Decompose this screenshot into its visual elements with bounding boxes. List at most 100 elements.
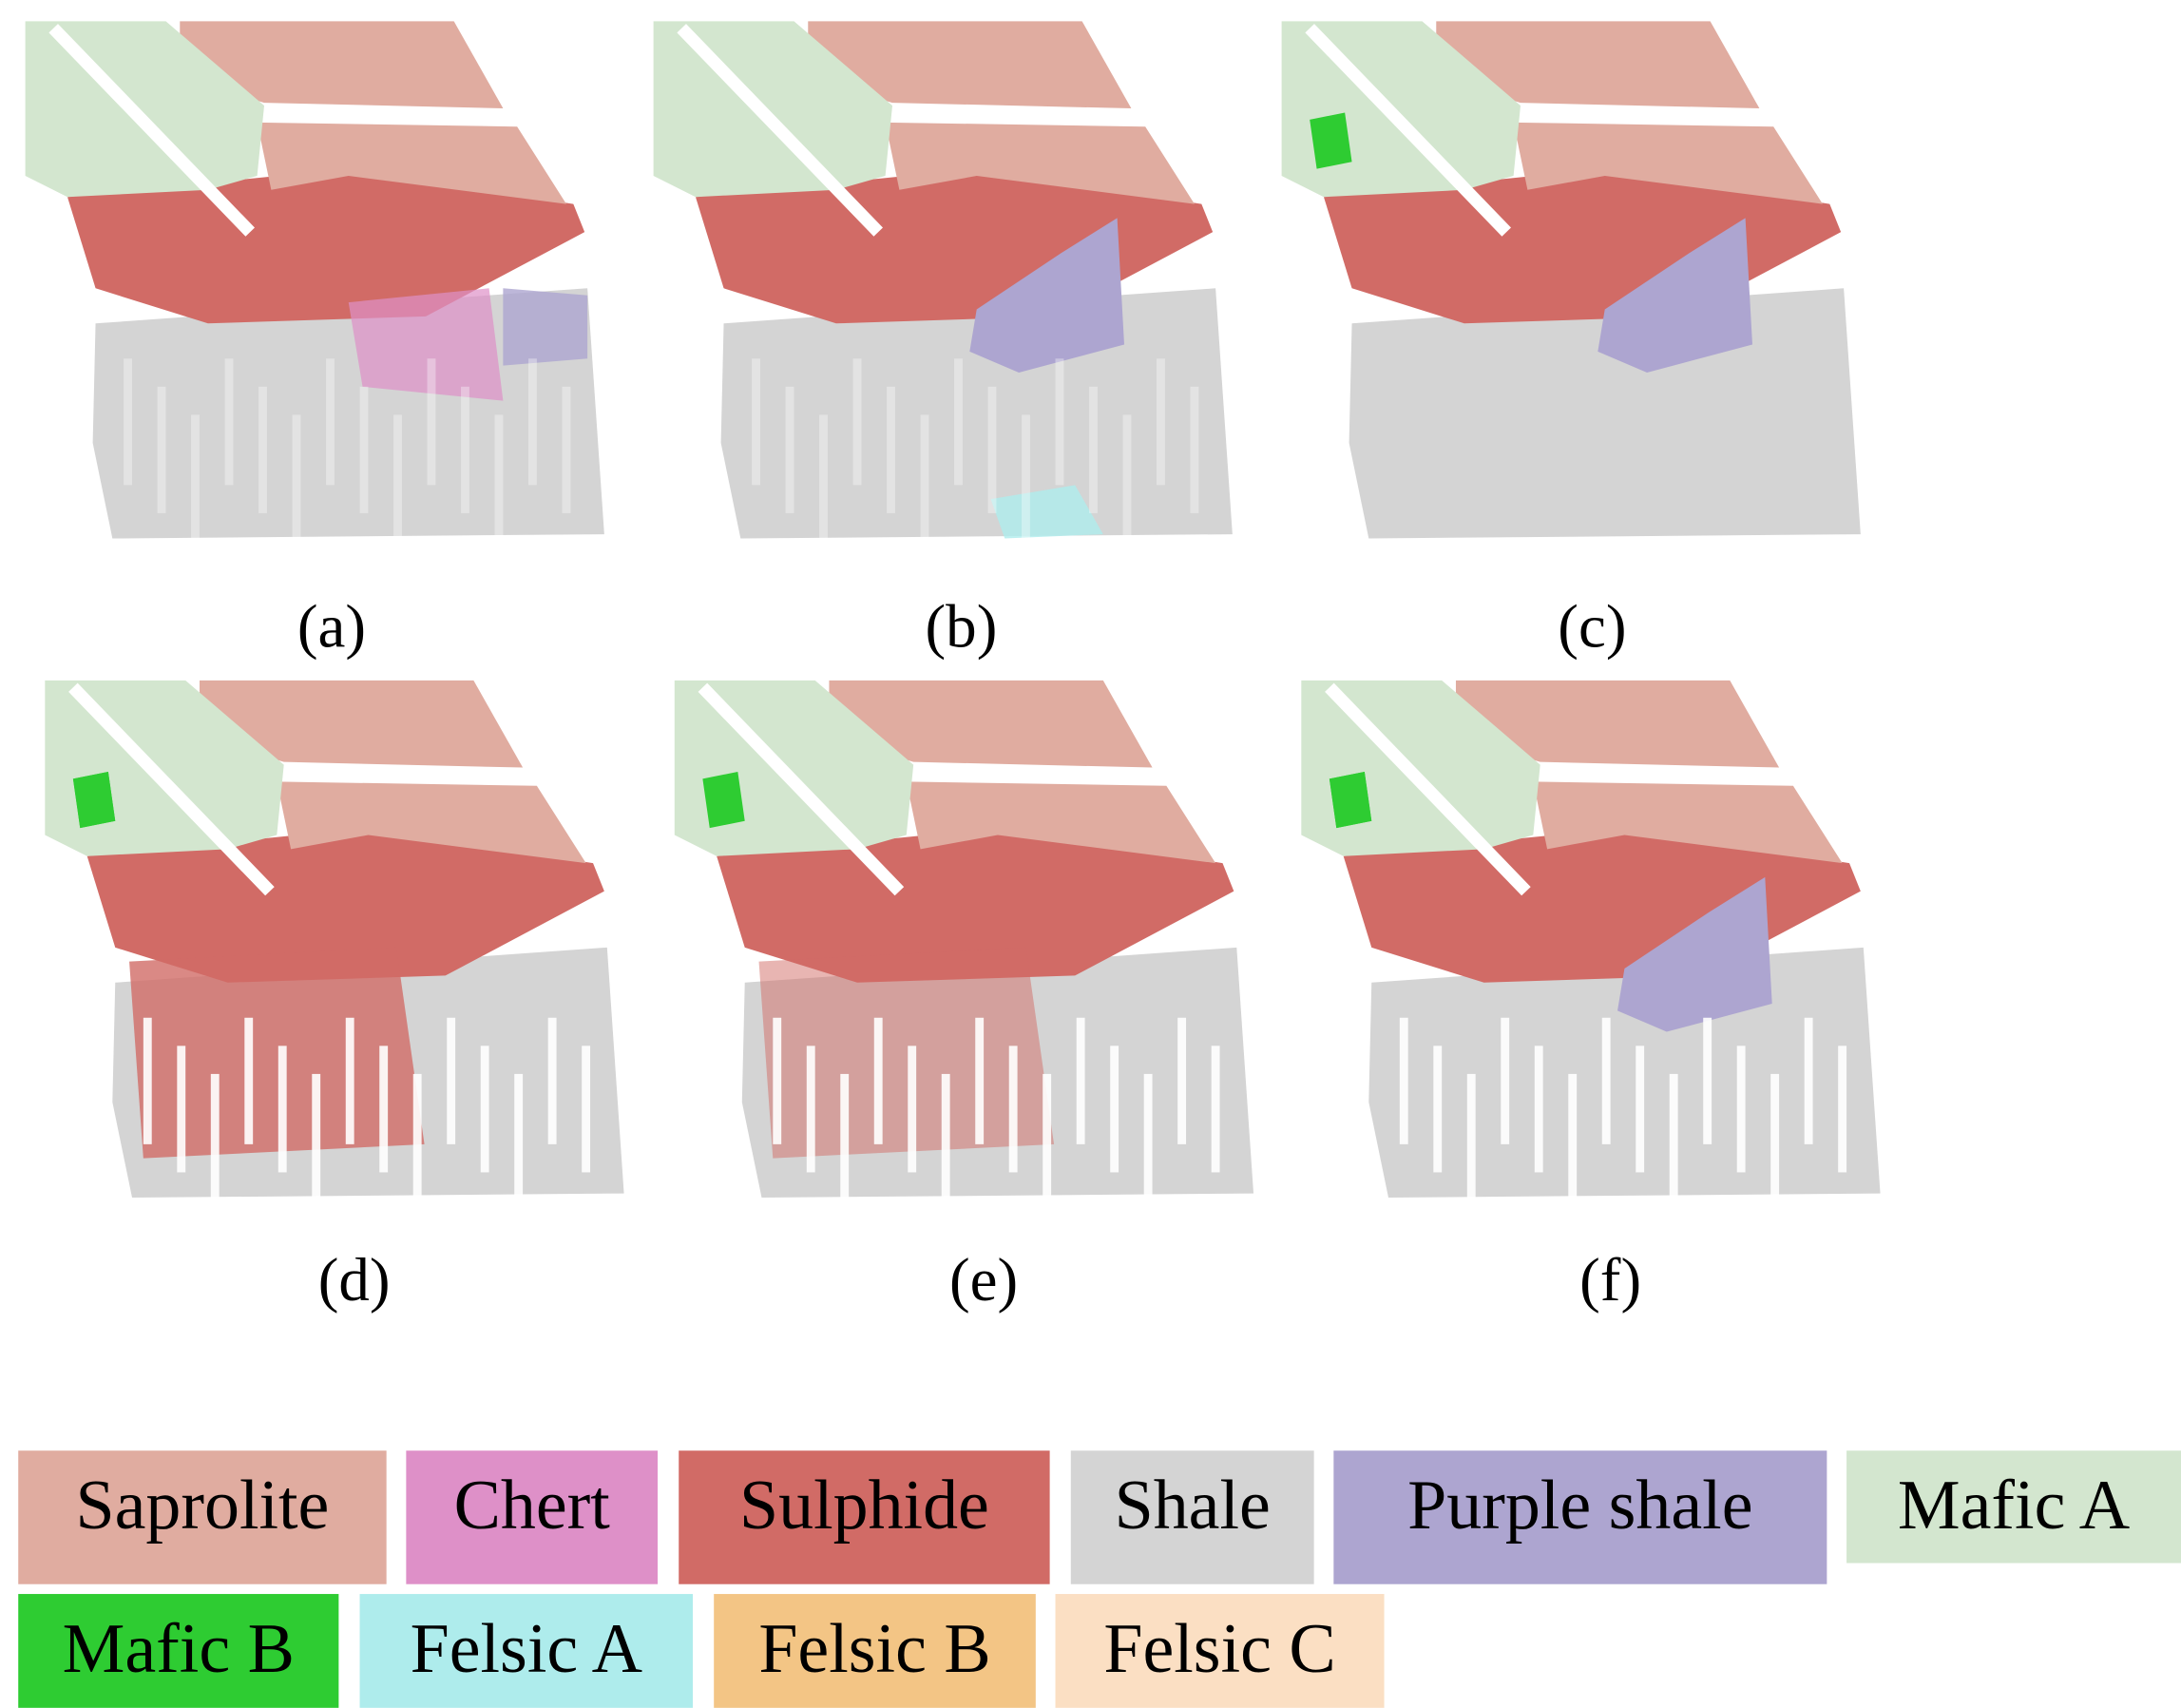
map-gap xyxy=(562,386,571,513)
map-gap xyxy=(1022,414,1030,542)
map-gap xyxy=(177,1046,186,1173)
legend-label: Mafic B xyxy=(63,1609,295,1687)
map-region xyxy=(1329,771,1372,829)
legend-label: Purple shale xyxy=(1407,1466,1752,1544)
map-gap xyxy=(143,1017,152,1144)
map-gap xyxy=(1008,1046,1018,1173)
map-gap xyxy=(427,358,436,486)
panel-label: (d) xyxy=(318,1246,391,1315)
map-gap xyxy=(547,1017,557,1144)
map-gap xyxy=(773,1017,782,1144)
map-gap xyxy=(277,1046,287,1173)
map-gap xyxy=(908,1046,917,1173)
map-region xyxy=(720,288,1233,539)
legend-swatch xyxy=(1070,1450,1314,1584)
map-gap xyxy=(379,1046,389,1173)
map-gap xyxy=(987,386,997,513)
classification-map: (b) xyxy=(653,21,1233,662)
map-gap xyxy=(806,1046,815,1173)
map-gap xyxy=(124,358,133,486)
map-gap xyxy=(1568,1073,1578,1201)
map-gap xyxy=(494,414,504,542)
map-gap xyxy=(224,358,234,486)
legend-label: Felsic B xyxy=(758,1609,990,1687)
map-gap xyxy=(258,386,267,513)
map-region xyxy=(1368,947,1881,1199)
map-gap xyxy=(1143,1073,1153,1201)
legend-swatch xyxy=(1846,1450,2181,1564)
classification-map: (f) xyxy=(1301,680,1881,1315)
legend-swatch xyxy=(359,1594,694,1708)
classification-map: (e) xyxy=(674,680,1254,1315)
legend-label: Mafic A xyxy=(1898,1466,2130,1544)
map-gap xyxy=(1703,1017,1712,1144)
legend-swatch xyxy=(1333,1450,1827,1584)
map-gap xyxy=(1736,1046,1746,1173)
map-gap xyxy=(1190,386,1199,513)
map-gap xyxy=(1804,1017,1813,1144)
map-gap xyxy=(514,1073,524,1201)
map-region xyxy=(1310,112,1352,169)
map-gap xyxy=(528,358,537,486)
map-gap xyxy=(1466,1073,1476,1201)
map-gap xyxy=(920,414,929,542)
classification-map: (d) xyxy=(45,680,624,1315)
map-gap xyxy=(785,386,794,513)
map-region xyxy=(277,781,586,864)
map-gap xyxy=(954,358,963,486)
panel-label: (e) xyxy=(949,1246,1018,1315)
map-region xyxy=(906,781,1216,864)
map-region xyxy=(257,122,566,204)
legend-swatch xyxy=(406,1450,659,1584)
map-gap xyxy=(1043,1073,1052,1201)
map-gap xyxy=(1770,1073,1780,1201)
map-region xyxy=(503,288,588,366)
legend-swatch xyxy=(18,1594,339,1708)
map-gap xyxy=(48,24,256,237)
map-region xyxy=(1455,680,1780,768)
map-gap xyxy=(1211,1046,1220,1173)
map-region xyxy=(1436,21,1760,109)
legend-label: Chert xyxy=(454,1466,611,1544)
map-gap xyxy=(191,414,200,542)
map-gap xyxy=(461,386,469,513)
panel-label: (c) xyxy=(1558,593,1626,662)
map-region xyxy=(1349,288,1861,539)
panel-label: (a) xyxy=(297,593,366,662)
legend-swatch xyxy=(1055,1594,1385,1708)
map-region xyxy=(702,771,745,829)
map-region xyxy=(67,168,585,324)
map-gap xyxy=(326,358,335,486)
map-gap xyxy=(698,682,905,896)
map-gap xyxy=(1076,1017,1085,1144)
map-gap xyxy=(210,1073,220,1201)
map-gap xyxy=(1838,1046,1847,1173)
map-gap xyxy=(677,24,883,237)
map-gap xyxy=(1601,1017,1611,1144)
map-gap xyxy=(292,414,301,542)
map-region xyxy=(885,122,1195,204)
map-region xyxy=(180,21,504,109)
map-gap xyxy=(447,1017,456,1144)
map-gap xyxy=(840,1073,850,1201)
legend-swatch xyxy=(679,1450,1050,1584)
map-gap xyxy=(359,386,369,513)
map-gap xyxy=(1305,24,1511,237)
map-region xyxy=(86,828,604,983)
map-region xyxy=(1533,781,1843,864)
map-gap xyxy=(887,386,895,513)
classification-map: (a) xyxy=(25,21,604,662)
map-gap xyxy=(1433,1046,1443,1173)
map-gap xyxy=(1055,358,1064,486)
map-gap xyxy=(1122,414,1132,542)
map-gap xyxy=(480,1046,489,1173)
map-region xyxy=(1513,122,1823,204)
map-gap xyxy=(1669,1073,1678,1201)
map-gap xyxy=(1157,358,1165,486)
map-gap xyxy=(312,1073,321,1201)
map-region xyxy=(990,485,1103,539)
legend-label: Felsic C xyxy=(1103,1609,1335,1687)
map-region xyxy=(808,21,1132,109)
